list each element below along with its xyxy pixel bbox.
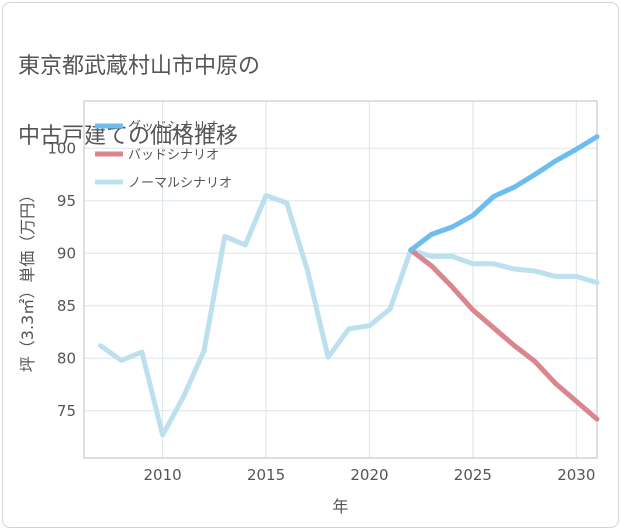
y-tick-label: 90 — [57, 244, 76, 262]
x-tick-label: 2015 — [247, 466, 285, 484]
legend-item-good: グッドシナリオ — [95, 120, 219, 135]
y-tick-label: 85 — [57, 297, 76, 315]
x-tick-label: 2020 — [350, 466, 388, 484]
bad-scenario-line — [408, 247, 600, 422]
y-tick-label: 80 — [57, 349, 76, 367]
y-axis-label: 坪（3.3㎡）単価（万円） — [18, 187, 37, 372]
normal-scenario-line — [98, 193, 600, 438]
y-tick-label: 100 — [47, 139, 76, 157]
chart-title: 東京都武蔵村山市中原の 中古戸建ての価格推移 — [18, 14, 578, 189]
good-scenario-line — [408, 134, 600, 253]
legend-label: グッドシナリオ — [128, 120, 219, 135]
chart-title-line-2: 中古戸建ての価格推移 — [18, 124, 239, 149]
x-axis-label: 年 — [332, 497, 348, 516]
x-tick-label: 2025 — [454, 466, 492, 484]
x-tick-label: 2010 — [144, 466, 182, 484]
x-tick-label: 2030 — [557, 466, 595, 484]
legend-label: ノーマルシナリオ — [128, 176, 232, 191]
tick-labels: 2010 2015 2020 2025 2030 75 80 85 90 95 100 — [47, 139, 595, 484]
y-tick-label: 75 — [57, 402, 76, 420]
series-lines — [98, 134, 600, 438]
legend-item-normal: ノーマルシナリオ — [95, 176, 232, 191]
plot-area — [83, 100, 598, 459]
legend-item-bad: バッドシナリオ — [95, 148, 219, 163]
chart-title-line-1: 東京都武蔵村山市中原の — [18, 54, 261, 79]
y-tick-label: 95 — [57, 192, 76, 210]
grid-lines — [84, 101, 597, 458]
legend-label: バッドシナリオ — [128, 148, 219, 163]
